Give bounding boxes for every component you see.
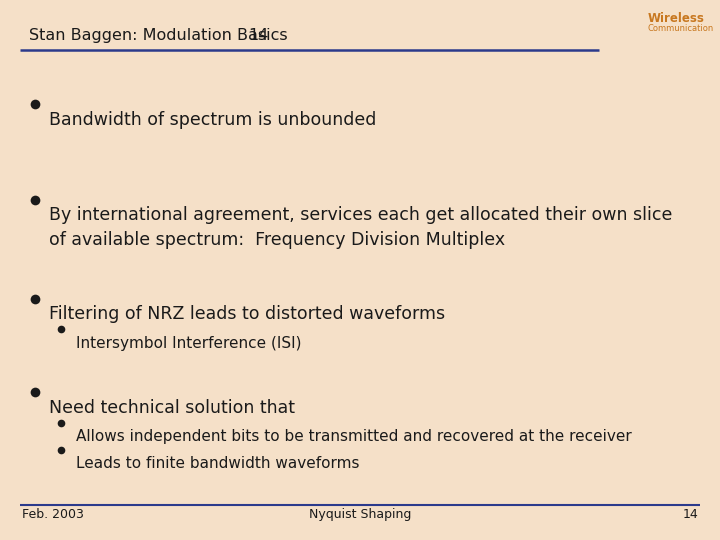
- Text: Nyquist Shaping: Nyquist Shaping: [309, 508, 411, 521]
- Text: Wireless: Wireless: [648, 12, 705, 25]
- Text: 14: 14: [248, 28, 269, 43]
- Text: Feb. 2003: Feb. 2003: [22, 508, 84, 521]
- Text: Stan Baggen: Modulation Basics: Stan Baggen: Modulation Basics: [29, 28, 287, 43]
- Text: By international agreement, services each get allocated their own slice
of avail: By international agreement, services eac…: [49, 206, 672, 248]
- Text: Bandwidth of spectrum is unbounded: Bandwidth of spectrum is unbounded: [49, 111, 377, 129]
- Text: Filtering of NRZ leads to distorted waveforms: Filtering of NRZ leads to distorted wave…: [49, 305, 445, 323]
- Text: 14: 14: [683, 508, 698, 521]
- Text: Need technical solution that: Need technical solution that: [49, 399, 295, 416]
- Text: Communication: Communication: [648, 24, 714, 33]
- Text: Intersymbol Interference (ISI): Intersymbol Interference (ISI): [76, 336, 301, 351]
- Text: Leads to finite bandwidth waveforms: Leads to finite bandwidth waveforms: [76, 456, 359, 471]
- Text: Allows independent bits to be transmitted and recovered at the receiver: Allows independent bits to be transmitte…: [76, 429, 631, 444]
